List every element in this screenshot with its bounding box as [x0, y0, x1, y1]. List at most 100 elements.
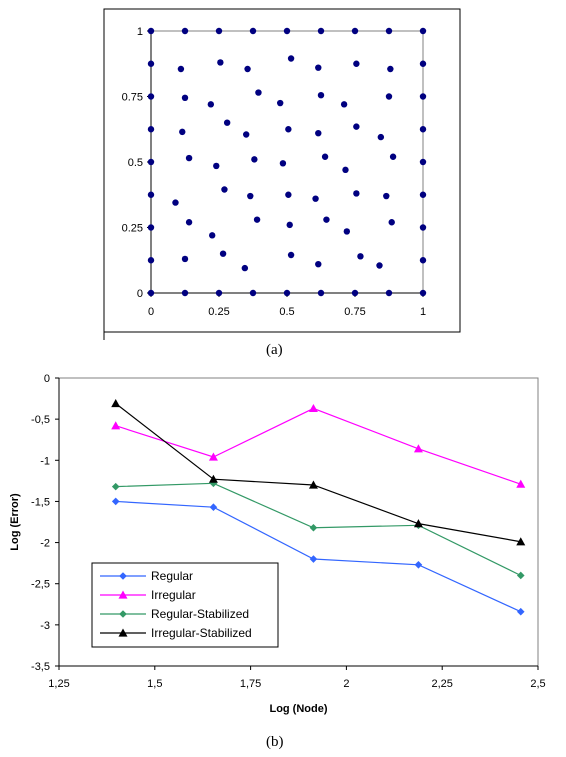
- node-distribution-chart: 0 0.25 0.5 0.75 1 0 0.25 0.5 0.75 1: [103, 8, 461, 340]
- chart-b-y-tick-label: -3,5: [31, 661, 50, 673]
- chart-a-node-point: [376, 262, 383, 269]
- chart-b-y-axis-title: Log (Error): [9, 493, 21, 551]
- chart-a-node-point: [253, 216, 261, 223]
- chart-a-node-point: [251, 156, 258, 163]
- data-point-regular-stabilized: [111, 482, 120, 491]
- data-point-regular: [111, 497, 120, 506]
- chart-a-node-point: [255, 89, 262, 96]
- chart-a-node-point: [315, 129, 322, 137]
- chart-a-node-point: [385, 289, 393, 297]
- data-point-irregular-stabilized: [413, 519, 423, 528]
- chart-a-node-point: [321, 153, 329, 160]
- chart-a-node-point: [419, 60, 427, 67]
- chart-a-node-point: [419, 191, 427, 198]
- chart-a-x-tick-label: 0.75: [344, 306, 365, 318]
- chart-a-node-point: [343, 228, 351, 235]
- chart-a-node-point: [207, 101, 215, 108]
- chart-a-node-point: [377, 133, 385, 141]
- chart-b-x-tick-label: 1,25: [48, 678, 69, 690]
- chart-a-node-point: [147, 289, 155, 297]
- chart-a-node-point: [147, 27, 155, 35]
- caption-a: (a): [266, 342, 283, 358]
- chart-a-x-tick-label: 0.5: [279, 306, 294, 318]
- chart-a-node-point: [385, 27, 393, 35]
- chart-a-node-point: [185, 219, 193, 226]
- chart-a-node-point: [419, 158, 427, 166]
- chart-a-node-point: [241, 264, 249, 272]
- chart-b-y-tick-label: -1,5: [31, 496, 50, 508]
- data-point-irregular-stabilized: [308, 480, 318, 489]
- legend-marker-irregular: [118, 590, 128, 599]
- chart-b-x-tick-label: 1,5: [147, 678, 162, 690]
- chart-a-node-point: [385, 93, 393, 100]
- chart-a-y-tick-label: 0.25: [122, 223, 143, 235]
- chart-a-node-point: [147, 224, 155, 231]
- chart-a-node-point: [419, 257, 427, 264]
- chart-a-node-point: [387, 65, 394, 73]
- chart-a-node-point: [353, 60, 360, 67]
- chart-a-node-point: [185, 154, 193, 162]
- chart-a-node-point: [419, 224, 427, 231]
- chart-a-node-point: [388, 219, 395, 226]
- data-point-irregular: [208, 452, 218, 461]
- data-point-regular-stabilized: [516, 571, 525, 580]
- data-point-irregular: [308, 403, 318, 413]
- chart-a-y-tick-label: 0.75: [122, 92, 143, 104]
- chart-a-node-point: [312, 195, 319, 202]
- chart-b-x-tick-label: 2,25: [431, 678, 452, 690]
- chart-a-node-point: [244, 65, 251, 73]
- chart-a-node-point: [181, 94, 189, 102]
- chart-a-node-point: [383, 192, 390, 200]
- series-line-irregular: [115, 407, 521, 485]
- data-point-regular: [209, 503, 218, 511]
- chart-a-node-point: [285, 191, 292, 198]
- chart-b-y-tick-label: -0,5: [31, 414, 50, 426]
- chart-a-node-point: [419, 93, 427, 100]
- chart-a-node-point: [340, 101, 348, 108]
- series-line-regular-stabilized: [115, 482, 522, 577]
- chart-a-node-point: [351, 289, 359, 297]
- chart-b-y-tick-label: -2,5: [31, 579, 50, 591]
- chart-a-node-point: [323, 216, 330, 223]
- chart-a-node-point: [179, 128, 186, 136]
- series-line-irregular-stabilized: [115, 403, 521, 543]
- chart-a-node-point: [147, 257, 155, 264]
- chart-a-node-point: [287, 251, 295, 259]
- chart-b-y-tick-label: -2: [40, 538, 50, 550]
- chart-b-x-tick-label: 1,75: [240, 678, 261, 690]
- chart-a-node-point: [147, 158, 155, 166]
- data-point-irregular: [413, 444, 423, 453]
- chart-a-node-point: [419, 27, 427, 35]
- chart-b-y-tick-label: 0: [44, 373, 50, 385]
- chart-a-node-point: [285, 126, 292, 133]
- chart-a-node-point: [342, 166, 349, 174]
- chart-a-node-point: [223, 119, 231, 126]
- chart-a-node-point: [317, 289, 325, 297]
- legend-label-regular: Regular: [151, 569, 193, 583]
- chart-a-node-point: [215, 289, 223, 297]
- chart-a-node-point: [287, 55, 295, 62]
- chart-a-x-tick-label: 0: [148, 306, 154, 318]
- chart-a-node-point: [249, 27, 257, 35]
- chart-a-node-point: [172, 199, 179, 206]
- legend-marker-regular-stabilized: [119, 610, 127, 618]
- chart-a-node-point: [279, 160, 287, 167]
- legend-marker-irregular-stabilized: [118, 628, 128, 637]
- chart-a-node-point: [213, 162, 220, 170]
- chart-b-x-axis-title: Log (Node): [269, 703, 327, 715]
- chart-a-node-point: [209, 232, 216, 239]
- data-point-regular: [516, 607, 525, 616]
- legend-marker-regular: [119, 572, 127, 580]
- chart-b-x-tick-label: 2,5: [530, 678, 545, 690]
- chart-a-node-point: [181, 27, 189, 35]
- chart-a-node-point: [419, 126, 427, 133]
- chart-b-y-tick-label: -1: [40, 455, 50, 467]
- data-point-irregular: [111, 421, 121, 430]
- chart-a-node-point: [219, 250, 227, 257]
- legend-label-irregular: Irregular: [151, 588, 196, 602]
- chart-a-node-point: [353, 190, 360, 197]
- chart-a-node-point: [317, 91, 325, 99]
- chart-a-node-point: [277, 99, 284, 107]
- chart-a-node-point: [247, 192, 254, 200]
- chart-a-node-point: [357, 253, 364, 260]
